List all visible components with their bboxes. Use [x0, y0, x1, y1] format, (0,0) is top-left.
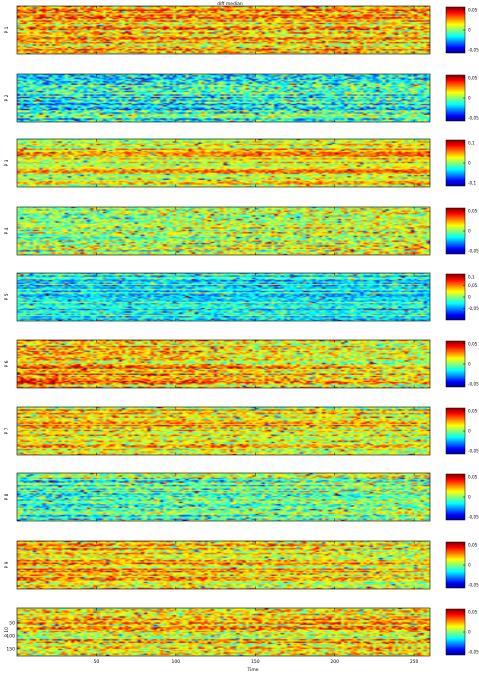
colorbar: [445, 473, 466, 521]
colorbar-tick-label: 0,1: [468, 274, 475, 279]
colorbar-tick-label: 0,05: [468, 474, 478, 479]
colorbar-tick-label: 0: [468, 229, 471, 234]
panel-9: P 9 0,05 0 -0,05: [4, 540, 479, 590]
heatmap-image: [17, 273, 430, 321]
panel-frame: [16, 540, 431, 590]
colorbar: [445, 74, 466, 122]
colorbar-tick-label: 0: [468, 362, 471, 367]
x-axis-label: Time: [246, 667, 258, 673]
colorbar: [445, 207, 466, 255]
colorbar-tick-label: 0: [468, 96, 471, 101]
panel-frame: [16, 5, 431, 55]
colorbar-tick-label: 0,1: [468, 140, 475, 145]
panel-frame: [16, 206, 431, 256]
colorbar-tick-label: -0,05: [468, 48, 479, 53]
heatmap-image: [17, 74, 430, 122]
colorbar: [445, 407, 466, 455]
panel-frame: [16, 73, 431, 123]
y-axis-label: P 9: [4, 561, 10, 568]
colorbar-tick-label: 0: [468, 161, 471, 166]
colorbar-tick-label: -0,05: [468, 650, 479, 655]
colorbar-tick-label: 0: [468, 28, 471, 33]
colorbar-tick-label: 0,05: [468, 7, 478, 12]
colorbar-tick-label: -0,1: [468, 181, 477, 186]
colorbar-tick-label: 0: [468, 429, 471, 434]
panel-1: P 1 0,05 0 -0,05: [4, 5, 479, 55]
panel-7: P 7 0,05 0 -0,05: [4, 406, 479, 456]
panel-6: P 6 0,05 0 -0,05: [4, 339, 479, 389]
x-tick-label: 250: [410, 659, 419, 665]
x-tick-label: 150: [251, 659, 260, 665]
colorbar-tick-label: 0,05: [468, 408, 478, 413]
y-axis-label: P 8: [4, 493, 10, 500]
x-tick-label: 50: [94, 659, 100, 665]
colorbar-tick-label: -0,05: [468, 515, 479, 520]
colorbar-tick-label: 0,05: [468, 341, 478, 346]
y-axis-label: P 10: [4, 627, 10, 637]
colorbar: [445, 6, 466, 54]
y-axis-label: P 7: [4, 427, 10, 434]
chart-title: diff median: [217, 1, 243, 7]
y-axis-label: P 1: [4, 26, 10, 33]
y-axis-label: P 2: [4, 94, 10, 101]
colorbar-tick-label: -0,05: [468, 249, 479, 254]
colorbar-tick-label: 0,05: [468, 283, 478, 288]
y-axis-label: P 5: [4, 293, 10, 300]
y-tick-label: 150: [6, 646, 15, 652]
panel-frame: [16, 406, 431, 456]
colorbar-tick-label: 0,05: [468, 542, 478, 547]
panel-frame: [16, 138, 431, 188]
x-tick-label: 200: [330, 659, 339, 665]
heatmap-image: [17, 139, 430, 187]
colorbar-tick-label: -0,05: [468, 583, 479, 588]
colorbar-tick-label: -0,05: [468, 449, 479, 454]
colorbar-tick-label: 0,05: [468, 208, 478, 213]
colorbar: [445, 340, 466, 388]
heatmap-image: [17, 473, 430, 521]
colorbar-tick-label: 0: [468, 495, 471, 500]
colorbar-tick-label: -0,05: [468, 306, 479, 311]
panel-5: P 5 0,1 0,05 0 -0,05: [4, 272, 479, 322]
heatmap-image: [17, 340, 430, 388]
heatmap-image: [17, 6, 430, 54]
panel-frame: [16, 339, 431, 389]
y-axis-label: P 3: [4, 159, 10, 166]
panel-4: P 4 0,05 0 -0,05: [4, 206, 479, 256]
panel-frame: [16, 472, 431, 522]
panel-8: P 8 0,05 0 -0,05: [4, 472, 479, 522]
colorbar: [445, 273, 466, 321]
y-tick-label: 50: [9, 620, 15, 626]
y-tick-label: 100: [6, 633, 15, 639]
colorbar-tick-label: 0: [468, 563, 471, 568]
colorbar: [445, 139, 466, 187]
y-axis-label: P 4: [4, 227, 10, 234]
colorbar: [445, 541, 466, 589]
colorbar: [445, 608, 466, 656]
heatmap-image: [17, 541, 430, 589]
y-axis-label: P 6: [4, 360, 10, 367]
heatmap-image: [17, 407, 430, 455]
heatmap-image: [17, 207, 430, 255]
colorbar-tick-label: -0,05: [468, 382, 479, 387]
panel-2: P 2 0,05 0 -0,05: [4, 73, 479, 123]
heatmap-image: [17, 608, 430, 656]
colorbar-tick-label: 0,05: [468, 609, 478, 614]
panel-frame: [16, 272, 431, 322]
x-tick-label: 100: [172, 659, 181, 665]
colorbar-tick-label: 0,05: [468, 75, 478, 80]
panel-3: P 3 0,1 0 -0,1: [4, 138, 477, 188]
colorbar-tick-label: 0: [468, 630, 471, 635]
colorbar-tick-label: 0: [468, 295, 471, 300]
colorbar-tick-label: -0,05: [468, 116, 479, 121]
panel-frame: [16, 607, 431, 657]
